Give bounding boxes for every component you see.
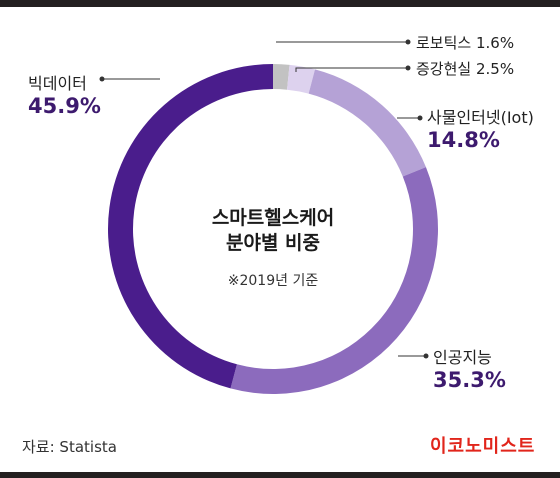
slice-ai [230, 167, 439, 394]
label-ai: 인공지능 35.3% [433, 344, 506, 392]
label-ar-value: 2.5% [475, 60, 515, 78]
leader-dot-robotics [405, 39, 411, 45]
leader-dot-ar [405, 65, 411, 71]
chart-note: ※2019년 기준 [227, 273, 319, 289]
leader-dot-bigdata [99, 76, 105, 82]
slice-iot [308, 69, 426, 177]
label-robotics-name: 로보틱스 [416, 34, 472, 52]
label-ai-value: 35.3% [433, 368, 506, 392]
chart-title-line1: 스마트헬스케어 [211, 207, 335, 229]
leader-dot-iot [417, 115, 423, 121]
label-bigdata-name: 빅데이터 [28, 74, 87, 93]
label-robotics-value: 1.6% [475, 34, 515, 52]
slice-robotics [273, 64, 290, 90]
label-ai-name: 인공지능 [433, 348, 492, 367]
label-ar-name: 증강현실 [416, 60, 472, 78]
leader-line-ar [295, 67, 408, 72]
label-iot: 사물인터넷(Iot) 14.8% [427, 104, 534, 152]
label-iot-value: 14.8% [427, 128, 500, 152]
slice-ar [287, 64, 315, 94]
label-iot-name: 사물인터넷(Iot) [427, 108, 534, 127]
top-border [0, 0, 560, 7]
bottom-border [0, 472, 560, 478]
slice-bigdata [107, 64, 273, 389]
label-bigdata: 빅데이터 45.9% [28, 70, 101, 118]
label-bigdata-value: 45.9% [28, 94, 101, 118]
label-robotics: 로보틱스 1.6% [416, 32, 514, 53]
chart-title-line2: 분야별 비중 [225, 232, 320, 254]
leader-dot-ai [423, 353, 429, 359]
source-text: 자료: Statista [22, 438, 117, 456]
label-ar: 증강현실 2.5% [416, 58, 514, 79]
chart-title: 스마트헬스케어 분야별 비중 [165, 206, 381, 256]
brand-logo: 이코노미스트 [430, 436, 536, 457]
